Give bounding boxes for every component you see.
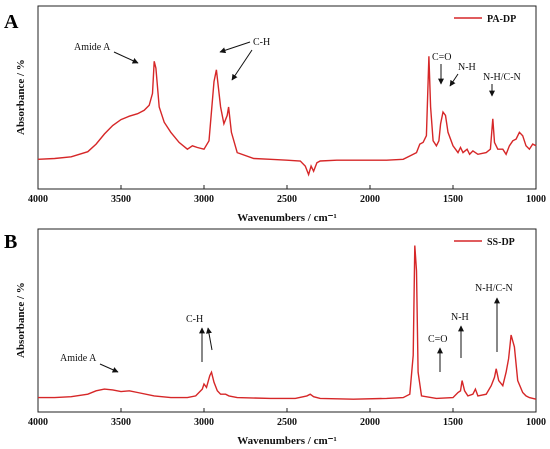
x-tick-label-a-1500: 1500 — [443, 194, 463, 205]
x-ticks-a: 4000 3500 3000 2500 2000 1500 1000 — [28, 185, 546, 205]
panel-b: B Absorbance / % Wavenumbers / cm⁻¹ 4000… — [4, 228, 546, 447]
panel-letter-b: B — [4, 231, 17, 253]
annot-co-a: C=O — [432, 52, 452, 63]
annot-co-b: C=O — [428, 334, 448, 345]
legend-label-ss-dp: SS-DP — [487, 237, 515, 248]
x-axis-title-a: Wavenumbers / cm⁻¹ — [237, 212, 337, 224]
x-tick-label-b-4000: 4000 — [28, 417, 48, 428]
x-tick-label-a-4000: 4000 — [28, 194, 48, 205]
x-tick-label-b-1500: 1500 — [443, 417, 463, 428]
x-tick-label-b-2000: 2000 — [360, 417, 380, 428]
x-tick-label-b-2500: 2500 — [277, 417, 297, 428]
x-tick-label-a-3000: 3000 — [194, 194, 214, 205]
arrow-amide-a-a — [113, 51, 139, 64]
series-line-pa-dp — [37, 56, 537, 177]
arrow-ch-b-2 — [206, 327, 213, 351]
panel-letter-a: A — [4, 11, 19, 33]
annot-ch-a: C-H — [253, 37, 270, 48]
annot-nhcn-a: N-H/C-N — [483, 72, 521, 83]
x-tick-label-a-2000: 2000 — [360, 194, 380, 205]
x-tick-label-a-3500: 3500 — [111, 194, 131, 205]
annot-nhcn-b: N-H/C-N — [475, 283, 513, 294]
arrow-ch-a-1 — [219, 41, 251, 54]
x-ticks-b: 4000 3500 3000 2500 2000 1500 1000 — [28, 408, 546, 428]
annot-amide-a-a: Amide A — [74, 42, 111, 53]
series-line-ss-dp — [38, 245, 537, 400]
x-tick-label-b-3500: 3500 — [111, 417, 131, 428]
x-tick-label-a-2500: 2500 — [277, 194, 297, 205]
x-tick-label-b-3000: 3000 — [194, 417, 214, 428]
y-axis-title-a: Absorbance / % — [15, 59, 27, 135]
annot-amide-a-b: Amide A — [60, 353, 97, 364]
panel-a: A Absorbance / % Wavenumbers / cm⁻¹ 4000… — [4, 5, 546, 224]
x-axis-title-b: Wavenumbers / cm⁻¹ — [237, 435, 337, 447]
legend-label-pa-dp: PA-DP — [487, 14, 516, 25]
x-tick-label-b-1000: 1000 — [526, 417, 546, 428]
arrow-ch-a-2 — [231, 49, 253, 81]
y-axis-title-b: Absorbance / % — [15, 282, 27, 358]
arrow-amide-a-b — [99, 363, 119, 373]
x-tick-label-a-1000: 1000 — [526, 194, 546, 205]
annot-ch-b: C-H — [186, 314, 203, 325]
arrow-nh-a — [449, 73, 459, 87]
annot-nh-b: N-H — [451, 312, 469, 323]
plot-frame-a — [37, 5, 537, 190]
annot-nh-a: N-H — [458, 62, 476, 73]
